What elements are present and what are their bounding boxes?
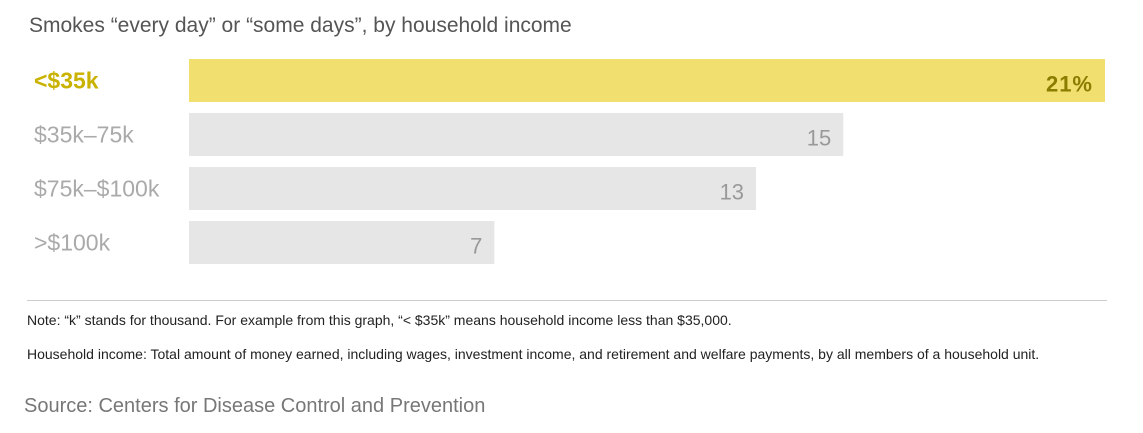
value-label-3: 7 bbox=[470, 234, 482, 259]
category-label-0: <$35k bbox=[34, 68, 99, 94]
category-label-3: >$100k bbox=[34, 230, 111, 256]
bar-1 bbox=[189, 113, 844, 156]
category-label-2: $75k–$100k bbox=[34, 176, 160, 202]
source-text: Source: Centers for Disease Control and … bbox=[24, 395, 486, 417]
household-income-definition: Household income: Total amount of money … bbox=[27, 346, 1040, 362]
note-text: Note: “k” stands for thousand. For examp… bbox=[27, 312, 732, 328]
divider bbox=[27, 300, 1107, 301]
bar-2 bbox=[189, 167, 757, 210]
bar-0 bbox=[189, 59, 1105, 102]
bars-group: <$35k 21% $35k–75k 15 $75k–$100k 13 >$100k 7 bbox=[34, 59, 1105, 264]
value-label-0: 21% bbox=[1046, 72, 1093, 97]
bar-chart: <$35k 21% $35k–75k 15 $75k–$100k 13 >$100k 7 bbox=[34, 59, 1105, 264]
chart-title: Smokes “every day” or “some days”, by ho… bbox=[29, 14, 572, 37]
category-label-1: $35k–75k bbox=[34, 122, 134, 148]
value-label-2: 13 bbox=[720, 180, 744, 205]
value-label-1: 15 bbox=[807, 126, 831, 151]
bar-3 bbox=[189, 221, 495, 264]
